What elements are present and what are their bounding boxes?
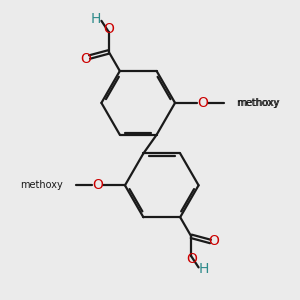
Text: O: O: [197, 96, 208, 110]
Text: O: O: [81, 52, 92, 65]
Text: O: O: [208, 235, 219, 248]
Text: H: H: [199, 262, 209, 277]
Text: O: O: [92, 178, 103, 192]
Text: methoxy: methoxy: [20, 180, 63, 190]
Text: O: O: [186, 252, 197, 266]
Text: O: O: [103, 22, 114, 36]
Text: methoxy: methoxy: [237, 98, 280, 108]
Text: H: H: [91, 12, 101, 26]
Text: methoxy: methoxy: [236, 98, 279, 108]
